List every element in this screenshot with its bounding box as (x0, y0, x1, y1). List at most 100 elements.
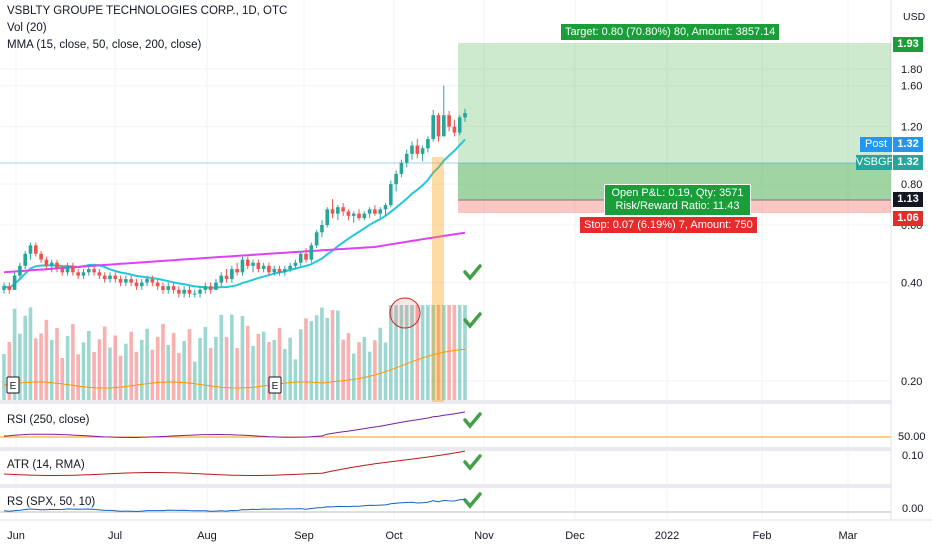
candle-body (150, 279, 155, 283)
crossover-circle (389, 297, 421, 329)
candle-body (383, 205, 388, 210)
earnings-marker (6, 376, 20, 394)
target-label: Target: 0.80 (70.80%) 80, Amount: 3857.1… (561, 24, 780, 40)
volume-bar (224, 337, 229, 400)
volume-bar (298, 329, 303, 400)
volume-bar (256, 333, 261, 400)
volume-bar (378, 327, 383, 400)
price-axis[interactable]: 1.801.601.200.800.600.400.20 (901, 64, 922, 388)
volume-bar (76, 354, 80, 400)
volume-bar (81, 342, 86, 400)
candle-body (256, 262, 261, 270)
candle-body (81, 272, 86, 276)
volume-bar (420, 305, 425, 400)
volume-bar (330, 310, 335, 400)
candle-body (283, 269, 287, 273)
candle-body (118, 279, 123, 283)
volume-bar (320, 307, 324, 400)
candle-body (367, 209, 372, 214)
candle-body (219, 275, 224, 283)
time-tick-label: Nov (474, 530, 494, 542)
candle-body (320, 225, 324, 233)
rsi-line (3, 411, 466, 438)
time-tick-label: Mar (839, 530, 858, 542)
volume-legend[interactable]: Vol (20) (7, 22, 47, 34)
candle-body (230, 269, 234, 280)
candle-body (92, 269, 96, 273)
candle-body (65, 265, 70, 273)
candle-body (86, 269, 91, 273)
check-icon (463, 312, 482, 329)
candle-body (171, 286, 176, 290)
candle-body (378, 209, 383, 214)
stop-price-tag: 1.06 (893, 211, 923, 226)
rsi-legend[interactable]: RSI (250, close) (7, 414, 90, 426)
volume-bar (457, 305, 462, 400)
candle-body (7, 286, 12, 290)
volume-bar (44, 319, 49, 400)
volume-bar (346, 333, 351, 400)
candle-body (49, 262, 54, 266)
candle-body (108, 275, 112, 280)
volume-bar (39, 333, 43, 400)
grid-lines (0, 0, 932, 521)
volume-bar (404, 305, 409, 400)
rs-legend[interactable]: RS (SPX, 50, 10) (7, 496, 96, 508)
rs-line (3, 498, 466, 513)
volume-bar (463, 305, 467, 400)
candle-body (314, 232, 319, 246)
atr-legend[interactable]: ATR (14, RMA) (7, 459, 85, 471)
candle-body (362, 213, 367, 219)
candle-body (463, 113, 467, 118)
candle-body (145, 279, 149, 283)
volume-bar (192, 361, 197, 400)
volume-bar (2, 353, 6, 400)
volume-bar (245, 325, 250, 400)
volume-bar (436, 305, 441, 400)
price-tick-label: 0.40 (901, 278, 922, 290)
mma-legend[interactable]: MMA (15, close, 50, close, 200, close) (7, 39, 202, 51)
volume-bar (389, 305, 393, 400)
volume-bar (118, 355, 123, 400)
candle-body (277, 269, 282, 273)
volume-bar (161, 323, 165, 400)
volume-bar (272, 340, 277, 400)
candle-body (113, 275, 118, 280)
volume-bar (267, 342, 271, 400)
candle-body (208, 286, 213, 290)
volume-bar (203, 326, 208, 400)
last-price-tag: 1.32 (893, 155, 923, 170)
check-icon (463, 412, 482, 429)
volume-bar (108, 347, 112, 400)
candle-body (139, 282, 144, 287)
volume-bar (362, 336, 367, 400)
time-tick-label: Dec (565, 530, 585, 542)
time-axis[interactable]: Jun Jul Aug Sep Oct Nov Dec 2022 Feb Mar (7, 530, 858, 542)
candle-body (76, 272, 80, 276)
volume-bar (124, 343, 128, 400)
rr-label: Risk/Reward Ratio: 11.43 (615, 200, 740, 212)
volume-bar (102, 326, 107, 400)
volume-bar (399, 305, 404, 400)
volume-bar (49, 339, 54, 400)
candle-body (28, 245, 33, 254)
candle-body (134, 282, 139, 287)
volume-bar (261, 331, 266, 400)
volume-bar (166, 344, 171, 400)
atr-line (3, 450, 466, 476)
candle-body (357, 213, 361, 219)
candle-body (155, 282, 160, 287)
volume-bar (431, 305, 436, 400)
candle-body (251, 262, 255, 266)
position-zones (0, 43, 891, 213)
volume-ma-line (3, 348, 466, 389)
time-tick-label: Aug (197, 530, 217, 542)
candle-body (336, 207, 340, 214)
candle-body (97, 272, 102, 276)
volume-bar (277, 328, 282, 400)
volume-bar (452, 305, 457, 400)
price-tick-label: 1.80 (901, 64, 922, 76)
candle-body (60, 269, 65, 273)
candle-body (415, 145, 420, 154)
